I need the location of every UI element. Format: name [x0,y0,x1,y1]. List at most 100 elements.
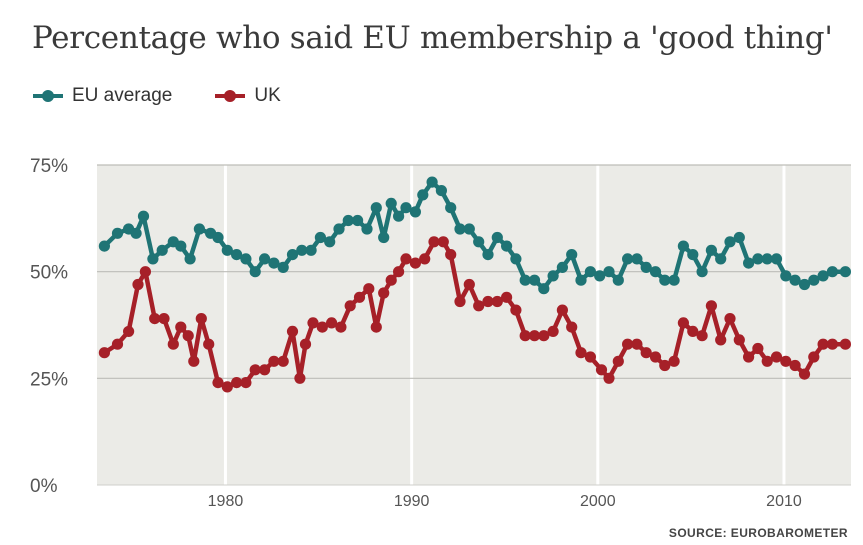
data-point-eu-average-66 [705,244,718,256]
data-point-eu-average-29 [370,202,382,214]
data-point-eu-average-37 [435,185,447,197]
data-point-uk-79 [808,351,820,363]
data-point-uk-60 [631,338,643,350]
data-point-uk-18 [259,364,271,376]
data-point-eu-average-61 [659,274,671,286]
data-point-eu-average-26 [342,214,354,227]
data-point-uk-58 [612,355,624,367]
data-point-eu-average-60 [649,266,662,278]
data-point-eu-average-17 [259,253,271,265]
data-point-eu-average-44 [501,240,513,252]
x-tick-label-1990: 1990 [394,493,430,510]
data-point-eu-average-62 [668,274,680,286]
source-note: SOURCE: EUROBAROMETER [668,526,848,540]
data-point-uk-72 [743,351,755,363]
data-point-uk-44 [482,295,494,308]
data-point-eu-average-8 [175,240,187,252]
data-point-eu-average-67 [715,253,727,265]
chart-title: Percentage who said EU membership a 'goo… [32,20,833,56]
legend-item-eu-average: EU average [32,85,172,107]
data-point-uk-13 [212,377,224,389]
data-point-eu-average-73 [770,253,783,265]
data-point-uk-9 [182,330,194,342]
data-point-uk-46 [501,291,513,303]
data-point-uk-77 [789,359,801,372]
data-point-eu-average-70 [743,257,755,269]
data-point-eu-average-71 [752,253,764,265]
data-point-eu-average-34 [409,206,421,218]
data-point-eu-average-48 [538,283,550,295]
data-point-uk-71 [733,334,745,346]
data-point-eu-average-31 [385,197,397,209]
data-point-uk-35 [400,253,412,265]
data-point-eu-average-64 [687,249,699,261]
data-point-uk-4 [139,266,151,278]
data-point-uk-43 [473,300,485,312]
data-point-eu-average-21 [296,244,308,256]
data-point-uk-20 [277,355,289,367]
data-point-uk-45 [491,295,503,308]
data-point-eu-average-24 [324,236,336,248]
data-point-uk-54 [575,347,587,359]
x-tick-label-1980: 1980 [208,493,244,510]
data-point-eu-average-16 [249,266,261,278]
data-point-uk-62 [649,351,662,363]
data-point-eu-average-1 [111,227,124,239]
data-point-eu-average-46 [519,274,531,286]
data-point-uk-17 [249,364,261,376]
data-point-uk-24 [307,317,319,329]
data-point-uk-50 [538,330,550,342]
data-point-uk-10 [188,355,200,367]
data-point-uk-56 [595,364,608,376]
data-point-uk-1 [111,338,124,350]
data-point-uk-47 [510,304,522,316]
legend-label-uk: UK [254,85,281,106]
data-point-eu-average-0 [98,240,110,252]
data-point-eu-average-20 [286,249,299,261]
data-point-eu-average-42 [482,249,494,261]
data-point-eu-average-68 [724,236,736,248]
data-point-eu-average-36 [426,176,438,188]
data-point-eu-average-55 [603,266,615,278]
data-point-eu-average-51 [566,249,578,261]
data-point-eu-average-6 [156,244,168,256]
data-point-eu-average-12 [212,231,224,244]
data-point-uk-2 [123,325,135,337]
data-point-uk-7 [167,338,179,350]
data-point-uk-23 [299,338,312,350]
legend: EU average UK [32,82,323,110]
data-point-uk-66 [687,325,699,337]
data-point-uk-61 [640,347,652,359]
plot-area [97,165,851,485]
data-point-uk-38 [428,236,440,248]
data-point-uk-15 [231,377,243,389]
data-point-eu-average-79 [826,266,839,278]
data-point-uk-70 [724,313,736,325]
data-point-uk-48 [519,330,531,342]
data-point-uk-78 [798,368,811,380]
data-point-uk-8 [175,321,187,333]
data-point-uk-12 [203,338,215,350]
data-point-uk-32 [378,287,390,299]
y-tick-label-50: 50% [30,263,68,284]
data-point-eu-average-27 [352,214,364,227]
data-point-uk-51 [547,325,559,337]
data-point-eu-average-14 [231,249,243,261]
data-point-eu-average-5 [147,253,159,265]
data-point-uk-75 [770,351,783,363]
data-point-uk-5 [149,313,161,325]
data-point-eu-average-56 [612,274,624,286]
data-point-eu-average-52 [575,274,587,286]
data-point-eu-average-33 [400,202,412,214]
data-point-eu-average-59 [640,261,652,273]
legend-label-eu-average: EU average [72,85,173,106]
data-point-uk-29 [353,291,366,303]
data-point-uk-39 [437,236,449,248]
data-point-eu-average-28 [361,223,373,235]
data-point-eu-average-76 [798,278,811,291]
y-tick-label-0: 0% [30,476,58,497]
data-point-uk-82 [839,338,852,350]
data-point-eu-average-15 [240,253,252,265]
data-point-uk-19 [268,355,280,367]
